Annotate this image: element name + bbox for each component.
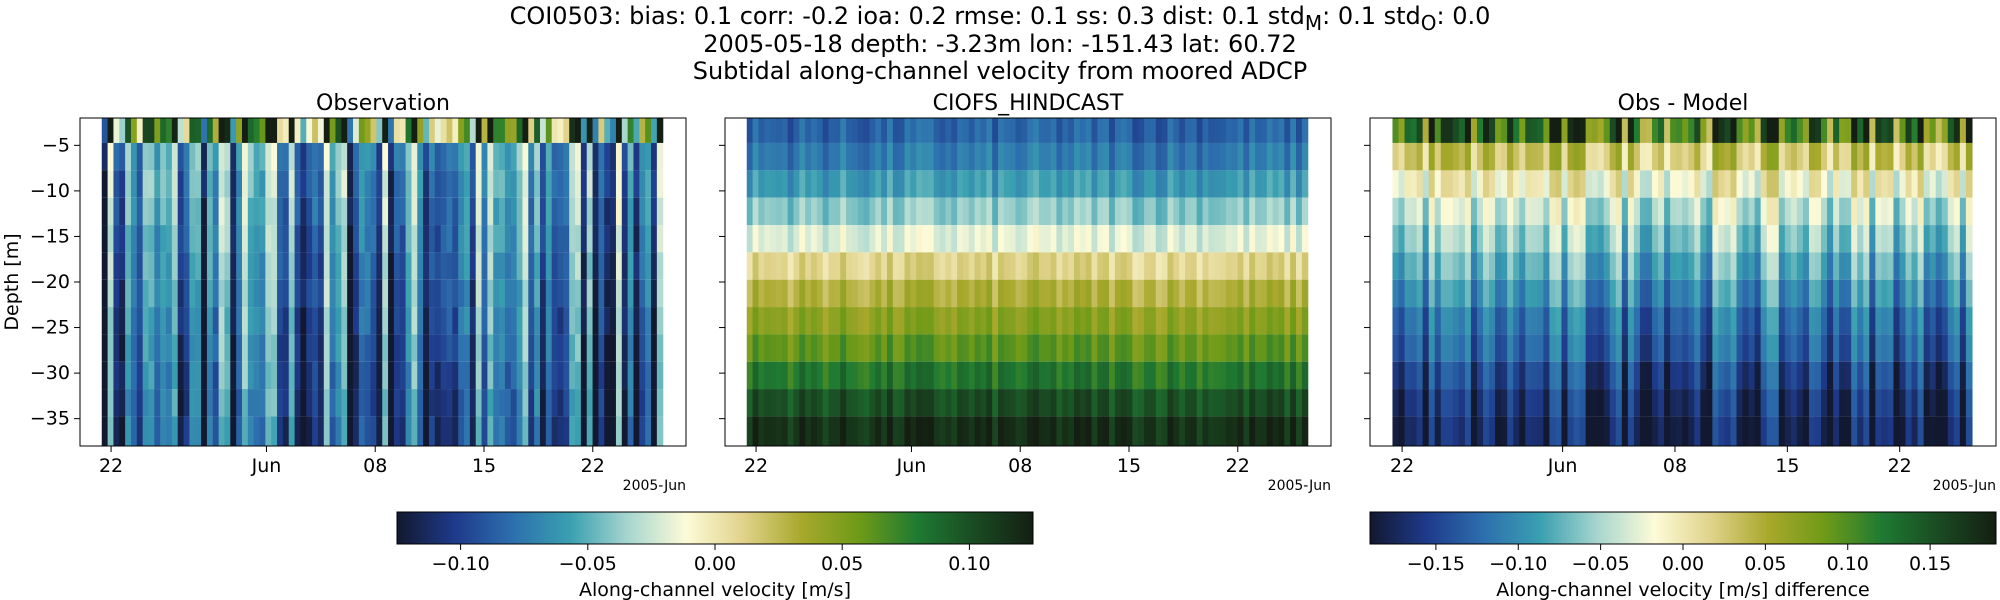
x-tick-label: 22 <box>744 455 768 477</box>
colorbar-tick-label: 0.05 <box>821 553 863 575</box>
x-tick-label: Jun <box>896 455 927 477</box>
colorbar-tick-label: 0.10 <box>948 553 990 575</box>
x-tick-label: 15 <box>1775 455 1799 477</box>
panels: Observation 22 Jun 08 15 22 2005-Jun −5 −10 −15 −2… <box>1 91 1997 494</box>
panel-2: Obs - Model 22 Jun 08 15 22 2005-Jun <box>1364 91 1997 494</box>
colorbar-difference: −0.15 −0.10 −0.05 0.00 0.05 0.10 0.15 Along-cha… <box>1369 511 1997 600</box>
x-tick-label: 08 <box>1663 455 1687 477</box>
panel-1: CIOFS_HINDCAST 22 Jun 08 15 22 2005-Jun <box>719 91 1332 494</box>
panel-title: Obs - Model <box>1618 91 1749 116</box>
colorbar-gradient <box>396 511 1034 545</box>
panel-title: Observation <box>316 91 450 116</box>
x-offset-label: 2005-Jun <box>623 478 686 494</box>
colorbar-tick-label: −0.05 <box>1572 553 1630 575</box>
y-tick-label: −10 <box>30 180 70 202</box>
colorbar-tick-label: 0.05 <box>1744 553 1786 575</box>
colorbar-tick-label: −0.15 <box>1407 553 1465 575</box>
y-tick-label: −30 <box>30 362 70 384</box>
heatmap-cells <box>746 118 1309 446</box>
colorbar-tick-label: −0.05 <box>559 553 617 575</box>
colorbar-tick-label: −0.10 <box>431 553 489 575</box>
y-tick-label: −5 <box>42 134 70 156</box>
colorbar-tick-label: 0.00 <box>1662 553 1704 575</box>
x-tick-label: 15 <box>1117 455 1141 477</box>
stats-title: COI0503: bias: 0.1 corr: -0.2 ioa: 0.2 r… <box>509 2 1491 35</box>
subtitle: Subtidal along-channel velocity from moo… <box>692 57 1308 85</box>
colorbar-tick-label: 0.00 <box>694 553 736 575</box>
y-tick-label: −35 <box>30 408 70 430</box>
colorbar-tick-label: 0.15 <box>1909 553 1951 575</box>
meta-title: 2005-05-18 depth: -3.23m lon: -151.43 la… <box>703 30 1297 58</box>
colorbar-tick-label: −0.10 <box>1489 553 1547 575</box>
panel-0: Observation 22 Jun 08 15 22 2005-Jun −5 −10 −15 −2… <box>1 91 687 494</box>
x-tick-label: 22 <box>99 455 123 477</box>
heatmap-cells <box>1392 118 1973 446</box>
y-tick-label: −25 <box>30 317 70 339</box>
y-axis-label: Depth [m] <box>1 233 23 330</box>
heatmap-cells <box>101 118 664 446</box>
colorbar-label: Along-channel velocity [m/s] <box>579 579 851 600</box>
x-offset-label: 2005-Jun <box>1268 478 1331 494</box>
x-tick-label: Jun <box>251 455 282 477</box>
x-tick-label: 22 <box>581 455 605 477</box>
x-tick-label: 22 <box>1390 455 1414 477</box>
y-tick-label: −15 <box>30 225 70 247</box>
x-offset-label: 2005-Jun <box>1933 478 1996 494</box>
colorbar-obs_model: −0.10 −0.05 0.00 0.05 0.10 Along-channel velo… <box>396 511 1034 600</box>
x-tick-label: 22 <box>1888 455 1912 477</box>
x-tick-label: Jun <box>1547 455 1578 477</box>
x-tick-label: 22 <box>1226 455 1250 477</box>
colorbar-tick-label: 0.10 <box>1827 553 1869 575</box>
colorbar-label: Along-channel velocity [m/s] difference <box>1496 579 1869 600</box>
colorbar-gradient <box>1369 511 1997 545</box>
panel-title: CIOFS_HINDCAST <box>933 91 1124 116</box>
x-tick-label: 15 <box>472 455 496 477</box>
x-tick-label: 08 <box>363 455 387 477</box>
x-tick-label: 08 <box>1008 455 1032 477</box>
y-tick-label: −20 <box>30 271 70 293</box>
colorbars: −0.10 −0.05 0.00 0.05 0.10 Along-channel velo… <box>396 511 1997 600</box>
